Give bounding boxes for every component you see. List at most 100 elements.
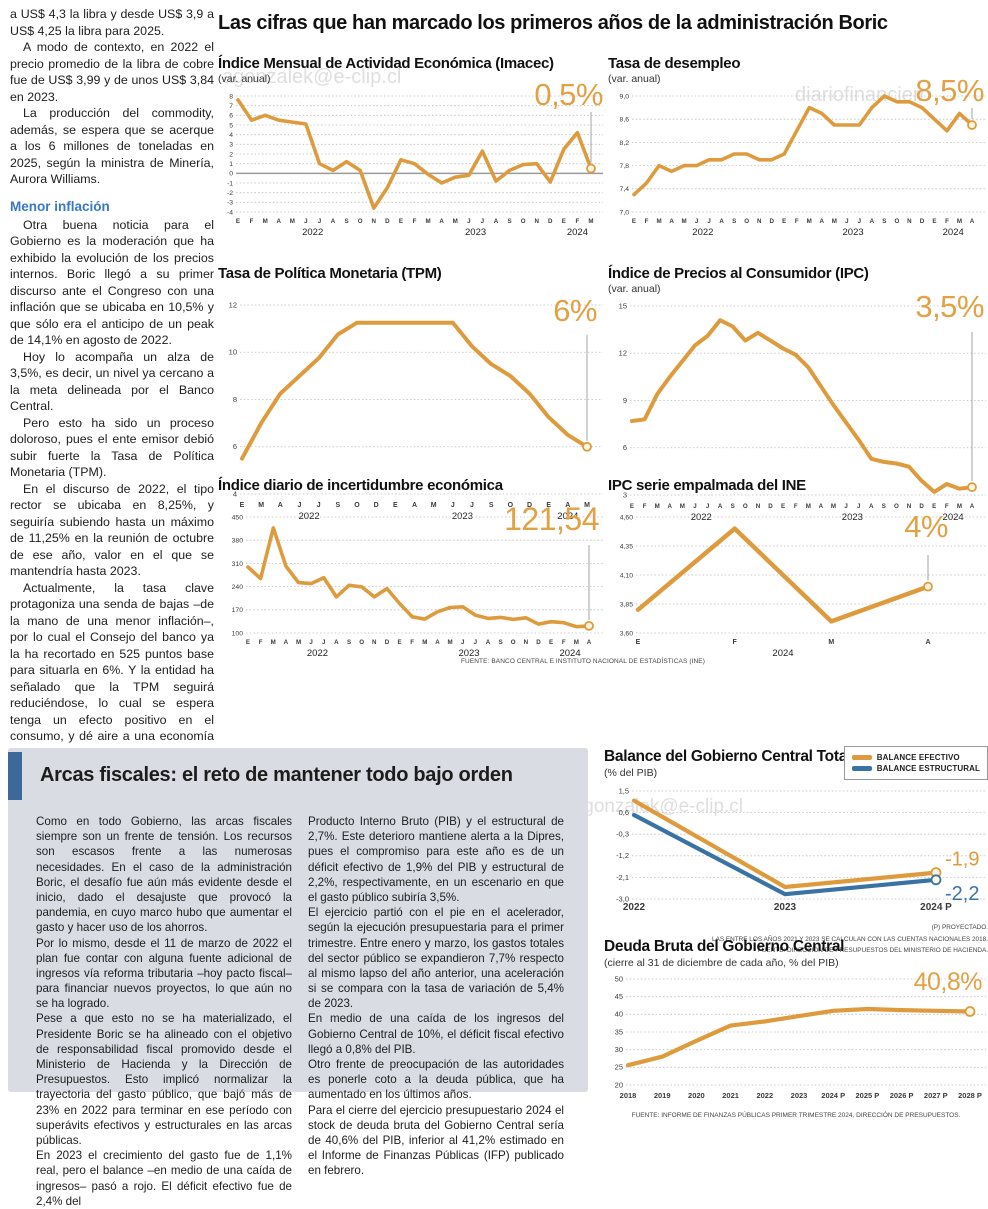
svg-text:-3: -3	[227, 200, 233, 207]
svg-text:D: D	[374, 502, 379, 509]
source-note: FUENTE: INFORME DE FINANZAS PÚBLICAS PRI…	[631, 1112, 961, 1119]
svg-text:F: F	[576, 218, 580, 225]
svg-text:5: 5	[229, 122, 233, 129]
svg-text:2022: 2022	[307, 648, 328, 659]
svg-text:D: D	[527, 502, 532, 509]
svg-text:8: 8	[229, 93, 233, 100]
svg-text:2: 2	[229, 151, 233, 158]
svg-text:S: S	[507, 218, 511, 225]
svg-text:F: F	[250, 218, 254, 225]
svg-text:M: M	[258, 502, 264, 509]
svg-text:M: M	[263, 218, 268, 225]
paragraph: Para el cierre del ejercicio presupuesta…	[308, 1103, 564, 1178]
svg-text:2018: 2018	[620, 1091, 637, 1100]
svg-text:A: A	[439, 218, 444, 225]
svg-text:8,2: 8,2	[620, 140, 630, 147]
svg-text:A: A	[435, 639, 440, 646]
svg-text:A: A	[669, 218, 674, 225]
svg-text:F: F	[645, 218, 649, 225]
svg-text:7,0: 7,0	[620, 209, 630, 216]
svg-text:M: M	[271, 639, 276, 646]
svg-text:E: E	[562, 218, 566, 225]
svg-text:30: 30	[615, 1045, 623, 1054]
paragraph: La producción del commodity, además, se …	[10, 106, 214, 186]
svg-text:6: 6	[233, 442, 237, 451]
chart-deuda: Deuda Bruta del Gobierno Central (cierre…	[604, 938, 988, 1119]
legend-item-estructural: BALANCE ESTRUCTURAL	[851, 764, 980, 773]
svg-text:J: J	[309, 639, 313, 646]
svg-text:2023: 2023	[458, 648, 479, 659]
svg-text:M: M	[584, 502, 590, 509]
svg-text:E: E	[236, 218, 240, 225]
svg-text:M: M	[681, 218, 686, 225]
svg-text:D: D	[920, 218, 925, 225]
svg-text:1: 1	[229, 161, 233, 168]
svg-text:J: J	[451, 502, 455, 509]
svg-text:0,6: 0,6	[619, 808, 629, 817]
svg-text:O: O	[358, 218, 363, 225]
legend-label: BALANCE EFECTIVO	[876, 753, 960, 762]
svg-text:50: 50	[615, 974, 623, 983]
svg-text:40: 40	[615, 1010, 623, 1019]
svg-text:D: D	[385, 218, 390, 225]
svg-text:12: 12	[229, 300, 237, 309]
article-left-column: a US$ 4,3 la libra y desde US$ 3,9 a US$…	[10, 6, 214, 794]
svg-text:S: S	[347, 639, 351, 646]
svg-text:J: J	[304, 218, 308, 225]
svg-text:O: O	[359, 639, 364, 646]
svg-text:M: M	[957, 503, 962, 510]
svg-text:4: 4	[229, 132, 233, 139]
svg-text:F: F	[733, 639, 738, 646]
svg-text:7,8: 7,8	[620, 163, 630, 170]
chart-title: Índice de Precios al Consumidor (IPC)	[608, 265, 869, 282]
svg-text:E: E	[632, 218, 636, 225]
svg-text:J: J	[706, 503, 710, 510]
svg-text:E: E	[549, 639, 553, 646]
chart-highlight-value: 40,8%	[913, 968, 983, 996]
svg-text:M: M	[680, 503, 685, 510]
chart-footnotes: (P) PROYECTADO. LAS ENTRE LOS AÑOS 2021 …	[604, 922, 988, 957]
paragraph: En el discurso de 2022, el tipo rector s…	[10, 481, 214, 579]
panel-column-2: Producto Interno Bruto (PIB) y el estruc…	[308, 814, 564, 1209]
svg-text:A: A	[278, 502, 283, 509]
chart-subtitle: (var. anual)	[218, 73, 271, 85]
chart-ipc-empalmada: IPC serie empalmada del INE 4% 4,60 4,35 4…	[608, 477, 988, 664]
svg-text:D: D	[548, 218, 553, 225]
svg-text:2024: 2024	[567, 227, 588, 238]
svg-text:O: O	[894, 503, 899, 510]
svg-text:E: E	[246, 639, 250, 646]
svg-text:A: A	[820, 218, 825, 225]
svg-text:2023: 2023	[465, 227, 486, 238]
chart-tpm: Tasa de Política Monetaria (TPM) 6% 12 10…	[218, 265, 605, 527]
chart-subtitle: (% del PIB)	[604, 767, 658, 779]
paragraph: En 2023 el crecimiento del gasto fue de …	[36, 1149, 292, 1208]
chart-highlight-value: 8,5%	[915, 73, 984, 108]
svg-text:8: 8	[233, 395, 237, 404]
svg-text:2024: 2024	[772, 648, 793, 659]
svg-text:M: M	[588, 218, 593, 225]
svg-text:2024 P: 2024 P	[821, 1091, 845, 1100]
chart-title: Índice Mensual de Actividad Económica (I…	[218, 55, 554, 72]
svg-text:4,60: 4,60	[620, 514, 633, 521]
tpm-line-plot: 12 10 8 6 4 E M A J J S O D E A M J J S O D E A M 2022 2023 2024	[218, 297, 605, 527]
svg-text:F: F	[413, 218, 417, 225]
svg-text:2020: 2020	[688, 1091, 705, 1100]
svg-text:A: A	[331, 218, 336, 225]
svg-text:E: E	[397, 639, 401, 646]
svg-text:N: N	[524, 639, 529, 646]
svg-text:170: 170	[232, 607, 244, 614]
svg-text:A: A	[970, 503, 975, 510]
svg-text:E: E	[782, 218, 786, 225]
imacec-line-plot: 8 7 6 5 4 3 2 1 0 -1 -2 -3 -4 E F M A M J J A S O N D E F M A M J J A S O N…	[218, 88, 605, 243]
chart-highlight-value: 3,5%	[915, 289, 984, 324]
svg-text:J: J	[470, 502, 474, 509]
svg-text:450: 450	[232, 514, 244, 521]
panel-title: Arcas fiscales: el reto de mantener todo…	[40, 764, 513, 786]
svg-text:3,60: 3,60	[620, 630, 633, 637]
svg-text:J: J	[693, 503, 697, 510]
svg-text:J: J	[707, 218, 711, 225]
svg-text:N: N	[372, 218, 377, 225]
chart-balance: Balance del Gobierno Central Total (% de…	[604, 746, 988, 957]
svg-text:N: N	[907, 503, 912, 510]
svg-text:2023: 2023	[843, 227, 864, 238]
